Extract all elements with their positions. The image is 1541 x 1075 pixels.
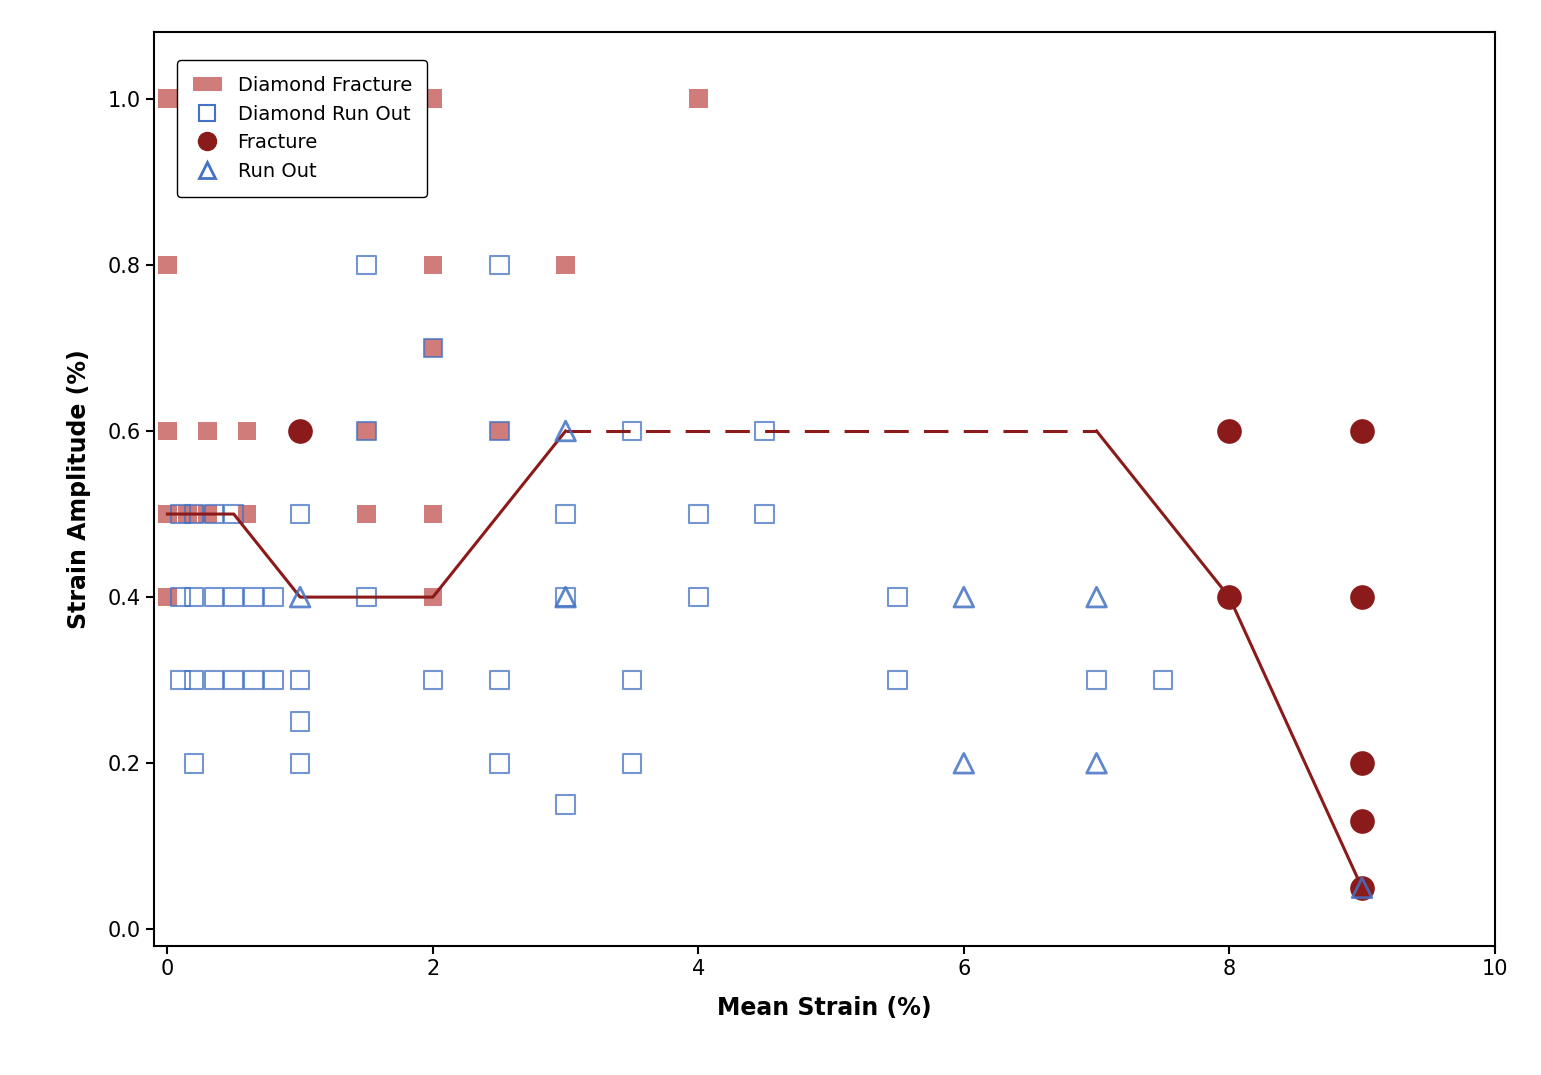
Diamond Run Out (354, 256, 379, 273)
Diamond Run Out (168, 672, 193, 689)
Diamond Fracture (421, 505, 445, 522)
Run Out (1350, 879, 1375, 897)
Diamond Run Out (1151, 672, 1176, 689)
Run Out (951, 588, 975, 605)
Run Out (1085, 588, 1110, 605)
Diamond Run Out (487, 672, 512, 689)
Diamond Run Out (182, 755, 206, 772)
Diamond Run Out (421, 672, 445, 689)
Diamond Fracture (156, 422, 180, 440)
Diamond Fracture (156, 256, 180, 273)
Diamond Run Out (222, 588, 247, 605)
Diamond Run Out (553, 505, 578, 522)
Diamond Fracture (553, 256, 578, 273)
Diamond Run Out (202, 505, 227, 522)
Diamond Run Out (182, 505, 206, 522)
Diamond Run Out (553, 797, 578, 814)
Diamond Fracture (156, 588, 180, 605)
Diamond Run Out (619, 422, 644, 440)
Legend: Diamond Fracture, Diamond Run Out, Fracture, Run Out: Diamond Fracture, Diamond Run Out, Fract… (177, 60, 427, 197)
Diamond Fracture (194, 505, 219, 522)
Fracture (1350, 755, 1375, 772)
Diamond Run Out (288, 713, 313, 730)
Run Out (553, 588, 578, 605)
Diamond Run Out (686, 588, 710, 605)
Diamond Run Out (752, 505, 777, 522)
Diamond Run Out (242, 672, 267, 689)
Diamond Run Out (288, 755, 313, 772)
Run Out (1085, 755, 1110, 772)
Diamond Run Out (168, 505, 193, 522)
Diamond Fracture (156, 505, 180, 522)
Diamond Run Out (487, 256, 512, 273)
Run Out (288, 588, 313, 605)
Diamond Fracture (354, 505, 379, 522)
Diamond Fracture (288, 90, 313, 108)
Diamond Run Out (288, 505, 313, 522)
Diamond Run Out (222, 505, 247, 522)
Diamond Fracture (354, 422, 379, 440)
Diamond Run Out (202, 588, 227, 605)
Diamond Run Out (619, 755, 644, 772)
Diamond Fracture (194, 422, 219, 440)
Diamond Run Out (288, 672, 313, 689)
Diamond Run Out (1085, 672, 1110, 689)
Fracture (1350, 813, 1375, 830)
Fracture (1350, 422, 1375, 440)
Diamond Run Out (885, 588, 909, 605)
Fracture (288, 422, 313, 440)
Fracture (1217, 588, 1242, 605)
Diamond Run Out (421, 340, 445, 357)
Diamond Run Out (182, 672, 206, 689)
Run Out (553, 422, 578, 440)
Diamond Run Out (262, 588, 287, 605)
Diamond Fracture (487, 422, 512, 440)
Diamond Run Out (168, 588, 193, 605)
Diamond Run Out (619, 672, 644, 689)
Diamond Run Out (182, 588, 206, 605)
Diamond Run Out (487, 755, 512, 772)
Diamond Run Out (222, 672, 247, 689)
Diamond Fracture (234, 505, 259, 522)
Fracture (1350, 588, 1375, 605)
Diamond Fracture (176, 505, 200, 522)
X-axis label: Mean Strain (%): Mean Strain (%) (717, 995, 932, 1020)
Diamond Run Out (553, 588, 578, 605)
Diamond Run Out (202, 672, 227, 689)
Fracture (1217, 422, 1242, 440)
Diamond Fracture (234, 422, 259, 440)
Diamond Fracture (156, 90, 180, 108)
Diamond Run Out (354, 588, 379, 605)
Diamond Run Out (487, 422, 512, 440)
Diamond Run Out (354, 422, 379, 440)
Diamond Fracture (421, 256, 445, 273)
Diamond Fracture (421, 340, 445, 357)
Diamond Run Out (242, 588, 267, 605)
Diamond Run Out (752, 422, 777, 440)
Diamond Fracture (421, 90, 445, 108)
Run Out (951, 755, 975, 772)
Diamond Run Out (262, 672, 287, 689)
Diamond Run Out (885, 672, 909, 689)
Fracture (1350, 879, 1375, 897)
Diamond Run Out (686, 505, 710, 522)
Y-axis label: Strain Amplitude (%): Strain Amplitude (%) (66, 349, 91, 629)
Diamond Fracture (194, 90, 219, 108)
Diamond Fracture (686, 90, 710, 108)
Diamond Fracture (421, 588, 445, 605)
